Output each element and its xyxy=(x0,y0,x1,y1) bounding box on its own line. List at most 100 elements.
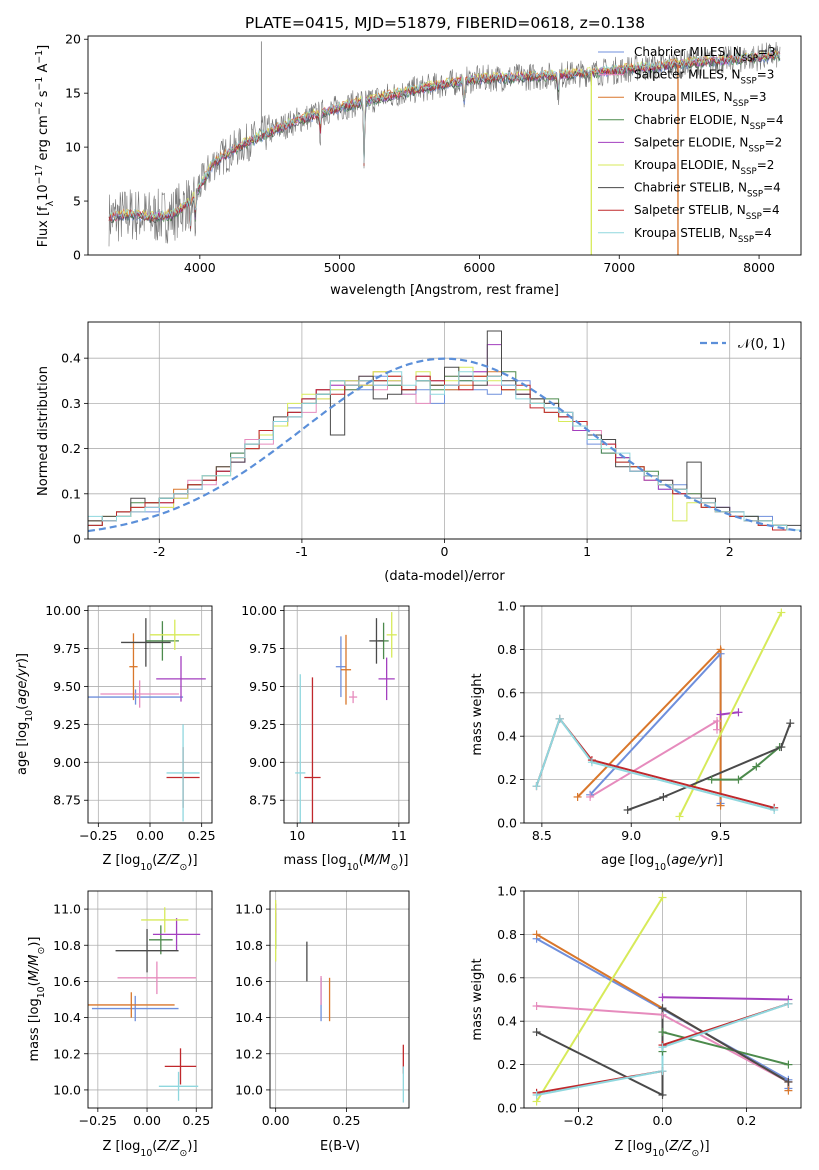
residuals-y-label: Normed distribution xyxy=(36,366,51,496)
label-part: )] xyxy=(713,853,723,868)
label-part: ( xyxy=(152,1139,157,1154)
x-tick-label: 8.5 xyxy=(532,828,552,843)
y-tick-label: 0.4 xyxy=(497,1014,517,1029)
x-tick-label: 0.25 xyxy=(182,1113,210,1128)
label-subscript: SSP xyxy=(741,167,757,177)
y-tick-label: 9.25 xyxy=(249,717,277,732)
label-subscript: λ xyxy=(45,200,56,206)
mass_vs_ebv-frame xyxy=(269,890,410,1109)
y-tick-label: 9.00 xyxy=(249,755,277,770)
x-tick-label: 5000 xyxy=(324,260,356,275)
label-superscript: −1 xyxy=(34,50,45,64)
x-tick-label: −0.25 xyxy=(79,828,117,843)
y-tick-label: 0.8 xyxy=(497,927,517,942)
weight_vs_age-axes: 8.5 9.0 9.5 0.0 0.2 0.4 0.6 0.8 1.0 xyxy=(497,599,802,843)
y-tick-label: 10.6 xyxy=(235,974,263,989)
mass_vs_ebv-plot-area xyxy=(275,900,404,1103)
label-part: Kroupa MILES, N xyxy=(634,90,733,104)
y-tick-label: 0.2 xyxy=(497,772,517,787)
label-part: =4 xyxy=(766,113,784,127)
label-part: )] xyxy=(398,853,408,868)
weight-line-salpeter-stelib xyxy=(535,716,775,809)
model-spectrum-kroupa-elodie xyxy=(108,50,781,225)
mass_vs_ebv-axes: 0.00 0.25 10.0 10.2 10.4 10.6 10.8 11.0 xyxy=(235,890,410,1128)
label-part: )] xyxy=(187,1139,197,1154)
label-subscript: SSP xyxy=(747,190,763,200)
y-tick-label: 9.50 xyxy=(53,679,81,694)
y-tick-label: 20 xyxy=(65,32,81,47)
label-part: )] xyxy=(699,1139,709,1154)
model-spectrum-kroupa-stelib xyxy=(108,48,781,227)
y-tick-label: 8.75 xyxy=(53,793,81,808)
legend-label: Chabrier ELODIE, NSSP=4 xyxy=(634,113,783,132)
x-tick-label: -1 xyxy=(296,544,308,559)
label-subscript: ⊙ xyxy=(692,1148,700,1159)
label-part: =3 xyxy=(749,90,767,104)
y-tick-label: 9.50 xyxy=(249,679,277,694)
label-part: =3 xyxy=(758,45,776,59)
x-tick-label: 0.00 xyxy=(262,1113,290,1128)
weight_vs_age-frame xyxy=(523,605,802,824)
legend-label: Salpeter ELODIE, NSSP=2 xyxy=(634,135,782,154)
label-part: Kroupa STELIB, N xyxy=(634,226,738,240)
z-axis-label: Z [log10(Z/Z⊙)] xyxy=(102,1139,197,1159)
mass_vs_Z-axes: −0.25 0.00 0.25 10.0 10.2 10.4 10.6 10.8 11.0 xyxy=(53,890,213,1128)
legend-label: Salpeter STELIB, NSSP=4 xyxy=(634,203,780,222)
y-tick-label: 10.00 xyxy=(241,603,277,618)
label-part: Z/Z xyxy=(156,1139,180,1154)
x-tick-label: 6000 xyxy=(464,260,496,275)
label-part: ( xyxy=(664,1139,669,1154)
label-part: Chabrier MILES, N xyxy=(634,45,742,59)
y-tick-label: 11.0 xyxy=(53,902,81,917)
mass_vs_Z-frame xyxy=(87,890,213,1109)
y-tick-label: 8.75 xyxy=(249,793,277,808)
weight-line-salpeter-elodie xyxy=(662,996,789,1001)
label-subscript: SSP xyxy=(748,144,764,154)
y-tick-label: 10.2 xyxy=(235,1046,263,1061)
label-subscript: 10 xyxy=(654,862,666,873)
age_vs_Z-plot-area xyxy=(88,618,206,822)
label-part: 10 xyxy=(36,184,51,201)
legend-label: Chabrier MILES, NSSP=3 xyxy=(634,45,776,64)
x-tick-label: 2 xyxy=(726,544,734,559)
legend-label: Kroupa MILES, NSSP=3 xyxy=(634,90,767,109)
y-tick-label: 0.1 xyxy=(61,486,81,501)
label-part: )] xyxy=(187,853,197,868)
y-tick-label: 11.0 xyxy=(235,902,263,917)
residuals-x-label: (data-model)/error xyxy=(384,569,505,584)
x-tick-label: -2 xyxy=(153,544,165,559)
model-spectrum-salpeter-stelib xyxy=(108,51,781,229)
z-axis-label: Z [log10(Z/Z⊙)] xyxy=(102,853,197,873)
age-axis-label: age [log10(age/yr)] xyxy=(15,653,35,775)
label-part: age [log xyxy=(601,853,654,868)
label-part: Salpeter STELIB, N xyxy=(634,203,746,217)
label-subscript: 10 xyxy=(140,1148,152,1159)
label-part: erg cm xyxy=(36,115,51,164)
label-superscript: −17 xyxy=(34,165,45,185)
x-tick-label: 1 xyxy=(583,544,591,559)
label-subscript: SSP xyxy=(742,54,758,64)
label-part: =4 xyxy=(754,226,772,240)
weight_vs_age-y-label: mass weight xyxy=(470,673,485,755)
y-tick-label: 5 xyxy=(73,194,81,209)
label-subscript: SSP xyxy=(750,122,766,132)
y-tick-label: 0.0 xyxy=(497,1101,517,1116)
x-tick-label: 9.5 xyxy=(711,828,731,843)
residuals-axes: -2 -1 0 1 2 0 0.1 0.2 0.3 0.4 xyxy=(61,321,802,559)
label-subscript: 10 xyxy=(24,710,35,722)
x-tick-label: 0.00 xyxy=(133,1113,161,1128)
label-part: ( xyxy=(152,853,157,868)
legend-label-normal: 𝒩(0, 1) xyxy=(738,337,785,352)
label-part: A xyxy=(36,64,51,77)
spectrum-frame xyxy=(87,35,802,256)
y-tick-label: 0.4 xyxy=(497,729,517,744)
label-subscript: 10 xyxy=(140,862,152,873)
label-part: )] xyxy=(15,653,30,663)
label-part: =2 xyxy=(765,135,783,149)
x-tick-label: 4000 xyxy=(184,260,216,275)
label-subscript: 10 xyxy=(347,862,359,873)
histogram-kroupa-stelib xyxy=(88,371,801,539)
figure-title: PLATE=0415, MJD=51879, FIBERID=0618, z=0… xyxy=(245,14,645,32)
label-part: Z/Z xyxy=(668,1139,692,1154)
label-part: mass [log xyxy=(27,998,42,1061)
